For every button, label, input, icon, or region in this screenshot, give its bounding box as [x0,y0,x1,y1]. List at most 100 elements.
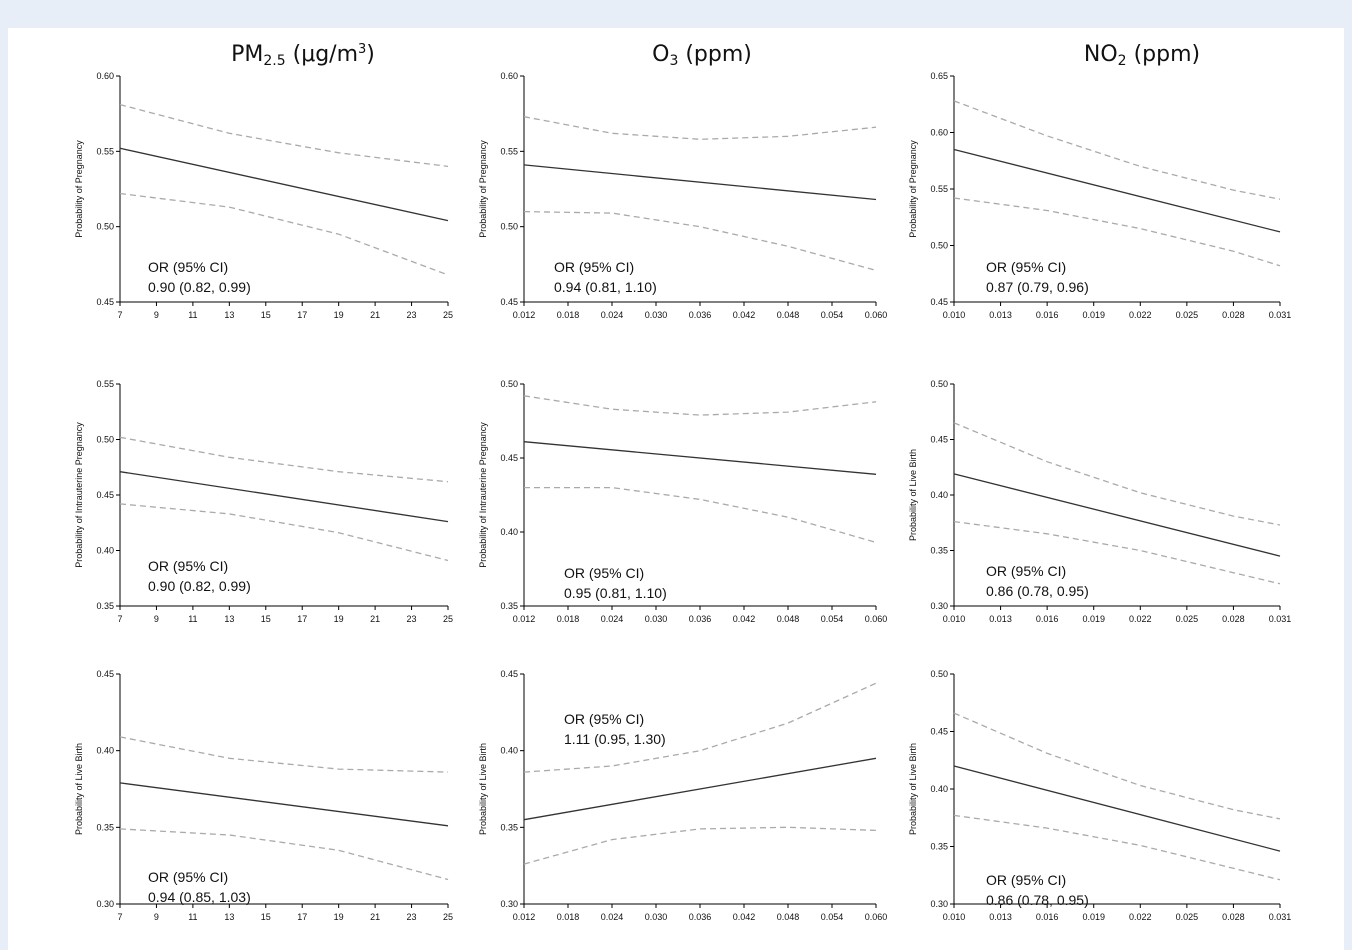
or-label: OR (95% CI) [554,259,634,275]
x-tick-label: 0.054 [821,614,844,624]
or-value: 0.95 (0.81, 1.10) [564,585,667,601]
ci-bound-line [523,395,877,416]
or-label: OR (95% CI) [148,869,228,885]
ci-bound-line [953,100,1281,200]
x-tick-label: 0.012 [513,310,536,320]
column-title-pm25-unit-close: ) [366,42,375,67]
column-title-o3-sub: 3 [669,53,679,69]
x-tick-label: 0.036 [689,310,712,320]
x-tick-label: 0.018 [557,310,580,320]
x-tick-label: 0.030 [645,614,668,624]
panel-0-2: 0.45 0.50 0.55 0.60 0.65 0.010 0.013 0.016 0.019… [908,71,1292,320]
or-value: 0.87 (0.79, 0.96) [986,279,1089,295]
y-tick-label: 0.40 [500,746,518,756]
y-tick-label: 0.50 [500,222,518,232]
ci-bound-line [119,103,449,168]
x-tick-label: 15 [261,912,271,922]
x-tick-label: 23 [407,614,417,624]
x-tick-label: 0.030 [645,310,668,320]
or-label: OR (95% CI) [148,558,228,574]
x-tick-label: 0.054 [821,310,844,320]
y-tick-label: 0.45 [930,297,948,307]
x-tick-label: 0.019 [1082,912,1105,922]
y-axis-label: Probability of Intrauterine Pregnancy [74,422,84,568]
x-tick-label: 0.013 [989,310,1012,320]
y-tick-label: 0.45 [96,297,114,307]
x-tick-label: 0.054 [821,912,844,922]
y-tick-label: 0.35 [930,842,948,852]
x-tick-label: 0.048 [777,614,800,624]
y-tick-label: 0.40 [500,527,518,537]
x-tick-label: 0.024 [601,310,624,320]
or-value: 1.11 (0.95, 1.30) [564,731,666,747]
x-tick-label: 0.010 [943,912,966,922]
y-tick-label: 0.45 [500,453,518,463]
y-tick-label: 0.65 [930,71,948,81]
x-tick-label: 0.060 [865,310,888,320]
x-tick-label: 15 [261,614,271,624]
ci-bound-line [524,486,877,544]
x-tick-label: 23 [407,310,417,320]
column-title-pm25: PM2.5 (μg/m3) [231,42,375,69]
x-tick-label: 9 [154,614,159,624]
ci-bound-line [953,422,1281,526]
x-tick-label: 0.025 [1176,310,1199,320]
ci-bound-line [953,520,1281,585]
y-tick-label: 0.60 [96,71,114,81]
x-tick-label: 17 [297,912,307,922]
or-value: 0.94 (0.81, 1.10) [554,279,657,295]
y-tick-label: 0.40 [96,546,114,556]
y-tick-label: 0.50 [96,222,114,232]
x-tick-label: 19 [334,310,344,320]
x-tick-label: 0.024 [601,912,624,922]
column-title-pm25-unit-sup: 3 [358,42,367,57]
x-tick-label: 0.060 [865,614,888,624]
column-title-no2: NO2 (ppm) [1084,42,1200,69]
y-tick-label: 0.30 [500,899,518,909]
x-tick-label: 0.028 [1222,614,1245,624]
estimate-line [953,148,1281,233]
panel-2-1: 0.30 0.35 0.40 0.45 0.012 0.018 0.024 0.030 0.03… [478,669,888,922]
x-tick-label: 0.022 [1129,614,1152,624]
x-tick-label: 0.025 [1176,912,1199,922]
y-axis-label: Probability of Pregnancy [74,140,84,238]
y-tick-label: 0.60 [930,128,948,138]
estimate-line [523,164,877,201]
y-tick-label: 0.50 [930,241,948,251]
x-tick-label: 21 [370,614,380,624]
y-tick-label: 0.45 [930,727,948,737]
y-tick-label: 0.35 [500,601,518,611]
panel-2-2: 0.30 0.35 0.40 0.45 0.50 0.010 0.013 0.016 0.019… [908,669,1291,922]
y-tick-label: 0.45 [500,669,518,679]
x-tick-label: 0.028 [1222,310,1245,320]
y-tick-label: 0.55 [930,184,948,194]
y-tick-label: 0.40 [930,784,948,794]
estimate-line [119,147,449,222]
column-title-o3-base: O [652,42,670,67]
x-tick-label: 0.010 [943,310,966,320]
column-title-no2-sub: 2 [1117,53,1127,69]
y-tick-label: 0.30 [930,899,948,909]
y-axis-label: Probability of Intrauterine Pregnancy [478,422,488,568]
x-tick-label: 0.042 [733,310,756,320]
estimate-line [119,782,449,827]
or-value: 0.86 (0.78, 0.95) [986,892,1089,908]
x-tick-label: 0.060 [865,912,888,922]
column-title-o3: O3 (ppm) [652,42,752,69]
estimate-line [953,765,1281,852]
ci-bound-line [119,828,449,881]
or-label: OR (95% CI) [564,711,644,727]
panel-0-0: 0.45 0.50 0.55 0.60 7 9 11 13 15 17 19 21 23 25 Probab… [74,71,453,320]
panel-1-2: 0.30 0.35 0.40 0.45 0.50 0.010 0.013 0.016 0.019… [908,379,1291,624]
or-label: OR (95% CI) [986,563,1066,579]
column-title-pm25-unit: (μg/m [285,42,359,67]
x-tick-label: 0.013 [989,912,1012,922]
y-axis-label: Probability of Pregnancy [908,140,918,238]
y-tick-label: 0.55 [500,146,518,156]
or-value: 0.90 (0.82, 0.99) [148,578,251,594]
x-tick-label: 0.013 [989,614,1012,624]
x-tick-label: 0.031 [1269,310,1292,320]
or-label: OR (95% CI) [564,565,644,581]
x-tick-label: 13 [224,310,234,320]
x-tick-label: 0.019 [1082,614,1105,624]
